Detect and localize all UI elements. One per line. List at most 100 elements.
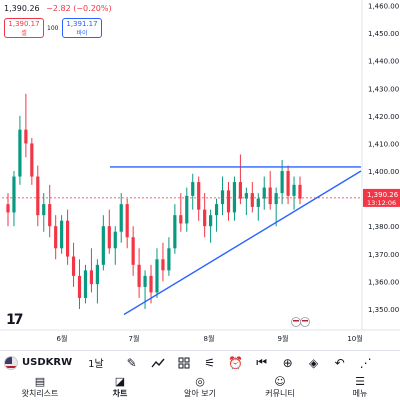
candle-body [262, 187, 266, 199]
candle-body [286, 171, 290, 196]
candle-body [149, 275, 153, 293]
sell-button[interactable]: 1,390.17 셀 [4, 18, 44, 38]
explore-icon: ◎ [195, 375, 205, 388]
candle-body [280, 171, 284, 194]
buy-button[interactable]: 1,391.17 바이 [62, 18, 102, 38]
candle-body [143, 275, 147, 287]
candle-body [191, 182, 195, 196]
templates-icon[interactable] [174, 353, 194, 373]
symbol-name: USDKRW [22, 357, 73, 368]
candle-body [101, 226, 105, 265]
nav-chart[interactable]: ◪ 차트 [85, 376, 155, 400]
more-icon[interactable]: ⋰ [359, 355, 372, 370]
event-flag-icon [300, 317, 310, 327]
y-tick-label: 1,410.00 [368, 140, 399, 148]
y-tick-label: 1,370.00 [368, 251, 399, 259]
event-flag-icon [291, 317, 301, 327]
sell-label: 셀 [21, 30, 27, 37]
y-tick-label: 1,350.00 [368, 306, 399, 314]
x-tick-label: 8월 [204, 334, 215, 343]
event-flag-stripe [302, 320, 308, 322]
countdown-label: 13:12:06 [367, 199, 396, 207]
candle-body [131, 237, 135, 265]
candle-body [161, 259, 165, 271]
tool-icons: ✎ ⚟ ⏰ ⏮ ⊕ ◈ ↶ ⋰ [122, 353, 376, 373]
last-price-box [363, 188, 400, 207]
candle-body [30, 143, 34, 177]
price-chart[interactable]: 1,350.001,360.001,370.001,380.001,390.00… [0, 0, 400, 350]
last-price-label: 1,390.26 [367, 191, 399, 199]
candle-body [42, 204, 46, 216]
nav-label: 알아 보기 [184, 389, 216, 398]
candle-body [107, 226, 111, 249]
candle-body [83, 270, 88, 298]
symbol-selector[interactable]: USDKRW [4, 355, 73, 370]
candle-body [36, 176, 40, 216]
undo-icon[interactable]: ↶ [334, 355, 345, 370]
candle-body [226, 190, 231, 213]
candle-body [89, 270, 94, 285]
price-change: −2.82 (−0.20%) [46, 4, 112, 13]
candle-body [60, 220, 64, 249]
candle-body [71, 256, 76, 276]
bottom-navigation: ▤ 왓치리스트 ◪ 차트 ◎ 알아 보기 ☺ 커뮤니티 ☰ 메뉴 [0, 376, 400, 400]
community-icon: ☺ [274, 375, 286, 388]
y-tick-label: 1,430.00 [368, 85, 399, 93]
layers-icon[interactable]: ◈ [309, 355, 319, 370]
candle-body [65, 220, 70, 257]
event-flag-stripe [293, 320, 299, 322]
x-tick-label: 7월 [129, 334, 140, 343]
y-tick-label: 1,440.00 [368, 58, 399, 66]
candle-body [95, 264, 99, 285]
price-header: 1,390.26 −2.82 (−0.20%) [4, 4, 112, 14]
x-tick-label: 9월 [278, 334, 289, 343]
nav-menu[interactable]: ☰ 메뉴 [325, 376, 395, 400]
candle-body [113, 231, 117, 249]
menu-icon: ☰ [355, 375, 365, 388]
candle-body [24, 129, 28, 144]
candle-body [214, 204, 219, 216]
candle-body [292, 184, 296, 196]
chart-icon: ◪ [114, 375, 126, 388]
nav-explore[interactable]: ◎ 알아 보기 [165, 376, 235, 400]
plus-icon[interactable]: ⊕ [282, 355, 293, 370]
candle-body [268, 187, 272, 205]
interval-selector[interactable]: 1날 [88, 359, 104, 370]
currency-flag-icon [4, 355, 18, 370]
indicators-icon[interactable] [148, 353, 168, 373]
candle-body [6, 204, 10, 213]
nav-watchlist[interactable]: ▤ 왓치리스트 [5, 376, 75, 400]
candle-body [220, 190, 225, 205]
adjust-icon[interactable]: ⚟ [204, 355, 216, 370]
x-tick-label: 10월 [347, 334, 362, 343]
y-tick-label: 1,460.00 [368, 3, 399, 11]
candle-body [137, 264, 141, 287]
candle-body [185, 195, 189, 224]
candle-body [179, 215, 183, 224]
tradingview-logo[interactable]: 17 [6, 312, 24, 328]
y-tick-label: 1,400.00 [368, 168, 399, 176]
sell-price: 1,390.17 [8, 20, 40, 28]
candle-body [274, 193, 278, 205]
candle-body [125, 204, 129, 238]
pencil-icon[interactable]: ✎ [126, 355, 137, 370]
nav-community[interactable]: ☺ 커뮤니티 [245, 376, 315, 400]
y-tick-label: 1,420.00 [368, 113, 399, 121]
chart-toolbar: USDKRW 1날 ✎ ⚟ ⏰ ⏮ ⊕ ◈ ↶ ⋰ [0, 350, 400, 374]
alert-icon[interactable]: ⏰ [228, 355, 244, 370]
replay-icon[interactable]: ⏮ [256, 355, 268, 369]
candle-body [203, 209, 207, 227]
candle-body [250, 193, 254, 207]
candle-body [298, 184, 302, 199]
candle-body [18, 129, 22, 177]
candle-body [12, 176, 16, 213]
y-tick-label: 1,360.00 [368, 278, 399, 286]
buy-label: 바이 [76, 30, 88, 37]
nav-label: 메뉴 [352, 389, 368, 398]
candle-body [54, 226, 58, 249]
y-tick-label: 1,380.00 [368, 223, 399, 231]
buy-price: 1,391.17 [66, 20, 98, 28]
candle-body [232, 182, 237, 213]
candle-body [209, 215, 213, 227]
